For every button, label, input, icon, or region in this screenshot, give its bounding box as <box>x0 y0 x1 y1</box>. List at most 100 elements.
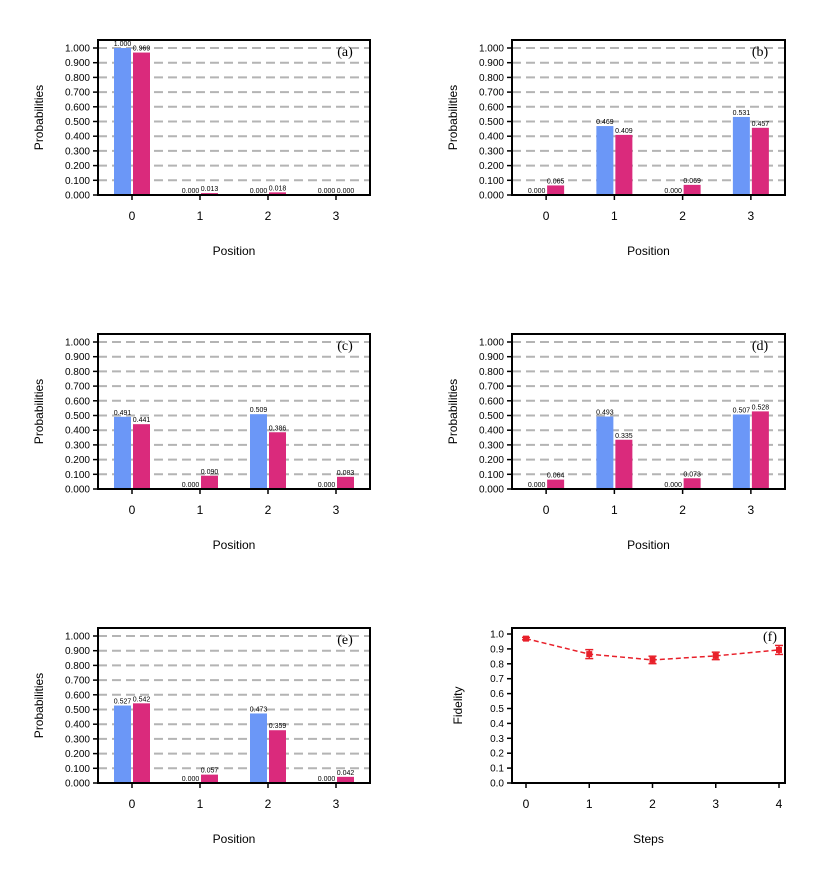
bar-ideal <box>732 414 750 489</box>
y-tick-label: 0.400 <box>65 426 90 437</box>
y-tick-label: 0.3 <box>490 734 504 745</box>
bar-value-label: 0.000 <box>318 188 336 195</box>
plot-frame <box>511 39 786 196</box>
bar-value-label: 0.969 <box>133 46 151 53</box>
bar-experiment <box>133 424 150 489</box>
panel-label: (c) <box>337 339 353 354</box>
y-tick-label: 0.600 <box>65 102 90 113</box>
y-axis-label: Fidelity <box>451 686 465 724</box>
y-tick-label: 0.300 <box>65 734 90 745</box>
y-tick-label: 0.900 <box>65 352 90 363</box>
y-axis-label: Probabilities <box>32 673 46 738</box>
bar-value-label: 0.090 <box>201 469 219 476</box>
bar-value-label: 0.000 <box>664 188 682 195</box>
plot-frame <box>511 333 786 490</box>
y-tick-label: 0.7 <box>490 674 504 685</box>
fidelity-point <box>776 646 782 653</box>
bar-value-label: 0.542 <box>133 696 151 703</box>
y-tick-label: 0.800 <box>65 367 90 378</box>
bar-value-label: 0.528 <box>752 404 770 411</box>
bar-ideal <box>732 116 750 195</box>
x-tick-label: 0 <box>129 503 136 517</box>
bar-experiment <box>201 475 218 489</box>
x-tick-label: 1 <box>611 503 618 517</box>
bar-value-label: 0.018 <box>269 185 287 192</box>
bar-experiment <box>201 774 218 783</box>
y-tick-label: 0.6 <box>490 689 504 700</box>
y-tick-label: 0.000 <box>479 485 504 496</box>
plot-frame <box>97 333 371 490</box>
x-tick-label: 2 <box>649 797 656 811</box>
bar-experiment <box>751 411 769 489</box>
x-tick-label: 3 <box>748 209 755 223</box>
y-tick-label: 0.900 <box>479 58 504 69</box>
y-tick-label: 0.900 <box>479 352 504 363</box>
bar-value-label: 0.013 <box>201 186 219 193</box>
bar-value-label: 0.000 <box>664 482 682 489</box>
bar-ideal <box>114 416 131 489</box>
y-tick-label: 0.700 <box>65 382 90 393</box>
bar-value-label: 0.473 <box>250 706 268 713</box>
x-tick-label: 0 <box>523 797 530 811</box>
y-tick-label: 0.500 <box>65 705 90 716</box>
y-tick-label: 0.800 <box>479 73 504 84</box>
y-tick-label: 0.200 <box>65 749 90 760</box>
y-tick-label: 0.300 <box>65 440 90 451</box>
bar-experiment <box>133 703 150 783</box>
x-tick-label: 1 <box>197 209 204 223</box>
bar-value-label: 0.000 <box>318 776 336 783</box>
bar-experiment <box>269 192 286 195</box>
y-tick-label: 0.600 <box>479 396 504 407</box>
panel-e-probabilities: 0.000 0.100 0.200 0.300 0.400 0.500 0.600 0.700… <box>32 627 371 846</box>
y-tick-label: 0.700 <box>65 676 90 687</box>
bar-experiment <box>615 439 633 489</box>
x-tick-label: 2 <box>265 209 272 223</box>
y-tick-label: 0.500 <box>65 117 90 128</box>
bar-experiment <box>337 776 354 783</box>
bar-value-label: 0.000 <box>250 188 268 195</box>
x-axis-label: Position <box>213 832 256 846</box>
bar-experiment <box>133 52 150 195</box>
x-tick-label: 2 <box>265 797 272 811</box>
x-tick-label: 3 <box>748 503 755 517</box>
x-tick-label: 3 <box>333 503 340 517</box>
y-tick-label: 0.600 <box>65 690 90 701</box>
panel-label: (d) <box>752 339 769 354</box>
y-tick-label: 0.900 <box>65 646 90 657</box>
bar-value-label: 0.000 <box>182 482 200 489</box>
y-tick-label: 0.200 <box>479 161 504 172</box>
x-tick-label: 0 <box>543 503 550 517</box>
bar-value-label: 0.335 <box>615 433 633 440</box>
y-tick-label: 0.8 <box>490 659 504 670</box>
y-tick-label: 0.800 <box>65 661 90 672</box>
y-tick-label: 0.100 <box>65 176 90 187</box>
bar-experiment <box>683 478 701 489</box>
panel-label: (b) <box>752 45 769 60</box>
y-tick-label: 0.5 <box>490 704 504 715</box>
bar-value-label: 0.057 <box>201 768 219 775</box>
panel-label: (f) <box>763 630 777 645</box>
x-tick-label: 0 <box>129 209 136 223</box>
y-tick-label: 0.300 <box>479 440 504 451</box>
y-tick-label: 0.4 <box>490 719 504 730</box>
x-axis-label: Position <box>213 538 256 552</box>
bar-experiment <box>337 476 354 489</box>
bar-value-label: 0.000 <box>528 188 546 195</box>
y-tick-label: 0.200 <box>65 455 90 466</box>
panel-f-fidelity: 0.0 0.1 0.2 0.3 0.4 0.5 0.6 0.7 0.8 0.9 1.0 0 1 2 3 4 St… <box>451 627 786 846</box>
y-tick-label: 0.700 <box>479 382 504 393</box>
fidelity-point <box>649 656 656 663</box>
panel-label: (e) <box>337 633 353 648</box>
y-tick-label: 0.500 <box>479 117 504 128</box>
y-tick-label: 1.000 <box>65 44 90 55</box>
bar-value-label: 0.069 <box>683 178 701 185</box>
bar-value-label: 0.000 <box>528 482 546 489</box>
bar-value-label: 0.527 <box>114 699 132 706</box>
x-axis-label: Steps <box>633 832 664 846</box>
bar-value-label: 1.000 <box>114 41 132 48</box>
bar-ideal <box>114 48 131 195</box>
bar-value-label: 0.507 <box>733 407 751 414</box>
x-tick-label: 3 <box>333 209 340 223</box>
bar-experiment <box>615 134 633 195</box>
bar-experiment <box>547 185 565 195</box>
